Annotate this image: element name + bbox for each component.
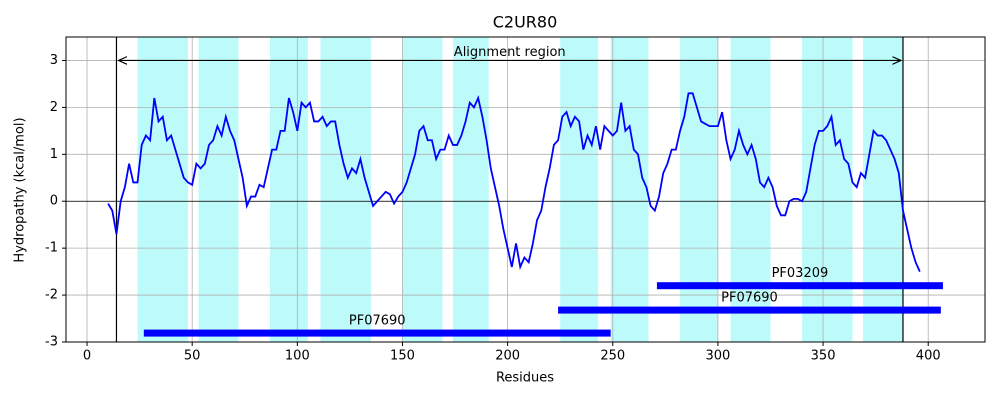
annotation-label: Alignment region (454, 45, 566, 60)
y-tick-label: -1 (45, 241, 58, 256)
x-tick-label: 0 (83, 349, 91, 364)
region (730, 37, 771, 342)
y-tick-label: 1 (50, 147, 58, 162)
region (680, 37, 718, 342)
x-axis-label: Residues (496, 371, 554, 386)
x-tick-label: 100 (285, 349, 310, 364)
x-tick-label: 400 (916, 349, 941, 364)
region (269, 37, 308, 342)
domain-label: PF07690 (721, 291, 778, 306)
chart-title: C2UR80 (493, 13, 558, 32)
x-tick-label: 200 (495, 349, 520, 364)
domain-label: PF07690 (349, 314, 406, 329)
y-axis-label: Hydropathy (kcal/mol) (13, 117, 28, 262)
domain-label: PF03209 (772, 266, 829, 281)
x-tick-label: 250 (600, 349, 625, 364)
y-tick-label: -3 (45, 335, 58, 350)
plot-frame (65, 36, 986, 343)
region (863, 37, 903, 342)
y-tick-label: 2 (50, 100, 58, 115)
region (560, 37, 599, 342)
x-tick-label: 300 (706, 349, 731, 364)
x-tick-label: 50 (184, 349, 201, 364)
y-tick-label: 0 (50, 194, 58, 209)
y-tick-label: 3 (50, 53, 58, 68)
region (802, 37, 853, 342)
domain-bar (143, 329, 611, 337)
x-tick-label: 150 (390, 349, 415, 364)
region (198, 37, 239, 342)
region (402, 37, 443, 342)
region (137, 37, 188, 342)
x-tick-label: 350 (811, 349, 836, 364)
domain-bar (558, 306, 941, 314)
y-tick-label: -2 (45, 288, 58, 303)
region (452, 37, 489, 342)
region (610, 37, 649, 342)
hydropathy-line (107, 92, 921, 272)
domain-bar (656, 282, 943, 290)
region (320, 37, 371, 342)
